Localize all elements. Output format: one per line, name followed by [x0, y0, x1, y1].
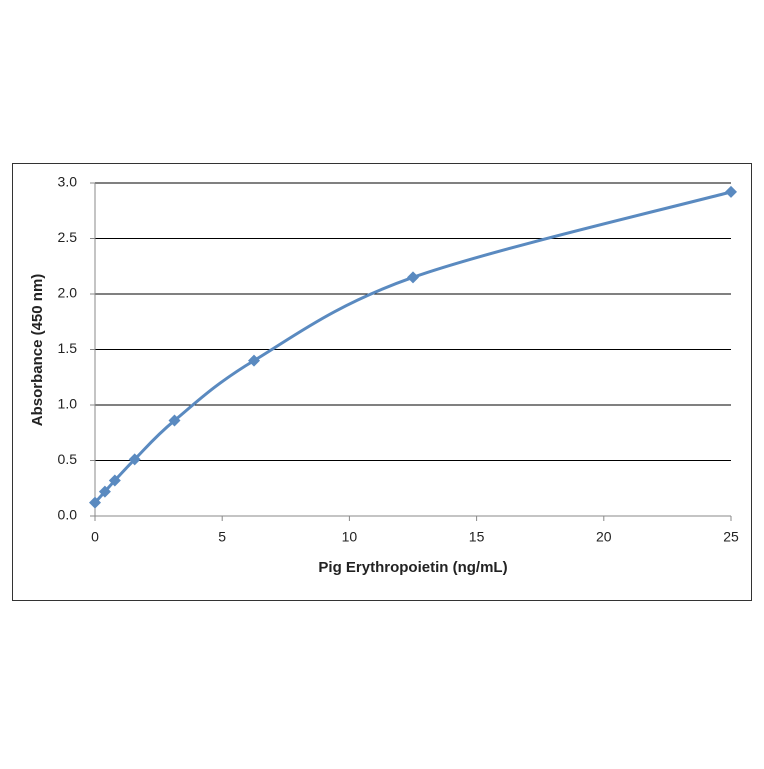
- y-tick-label: 3.0: [58, 174, 78, 190]
- marker: [725, 185, 737, 198]
- y-axis-title: Absorbance (450 nm): [29, 274, 46, 427]
- marker: [98, 485, 111, 498]
- marker: [128, 453, 141, 466]
- y-tick-label: 1.5: [58, 340, 78, 356]
- x-tick-label: 20: [596, 529, 612, 545]
- x-axis-title: Pig Erythropoietin (ng/mL): [318, 559, 507, 576]
- data-line: [93, 190, 732, 504]
- y-tick-label: 0.5: [58, 451, 78, 467]
- y-tick-label: 2.5: [58, 229, 78, 245]
- marker: [248, 354, 260, 367]
- x-tick-label: 10: [342, 529, 358, 545]
- y-tick-label: 2.0: [58, 285, 78, 301]
- x-tick-label: 25: [723, 529, 739, 545]
- y-tick-label: 1.0: [58, 396, 78, 412]
- marker: [89, 496, 101, 509]
- marker: [108, 474, 121, 487]
- y-tick-label: 0.0: [58, 507, 78, 523]
- marker: [168, 414, 181, 427]
- x-tick-label: 0: [91, 529, 99, 545]
- x-tick-label: 15: [469, 529, 485, 545]
- x-tick-label: 5: [218, 529, 226, 545]
- marker: [407, 271, 419, 284]
- chart-frame: [12, 163, 752, 601]
